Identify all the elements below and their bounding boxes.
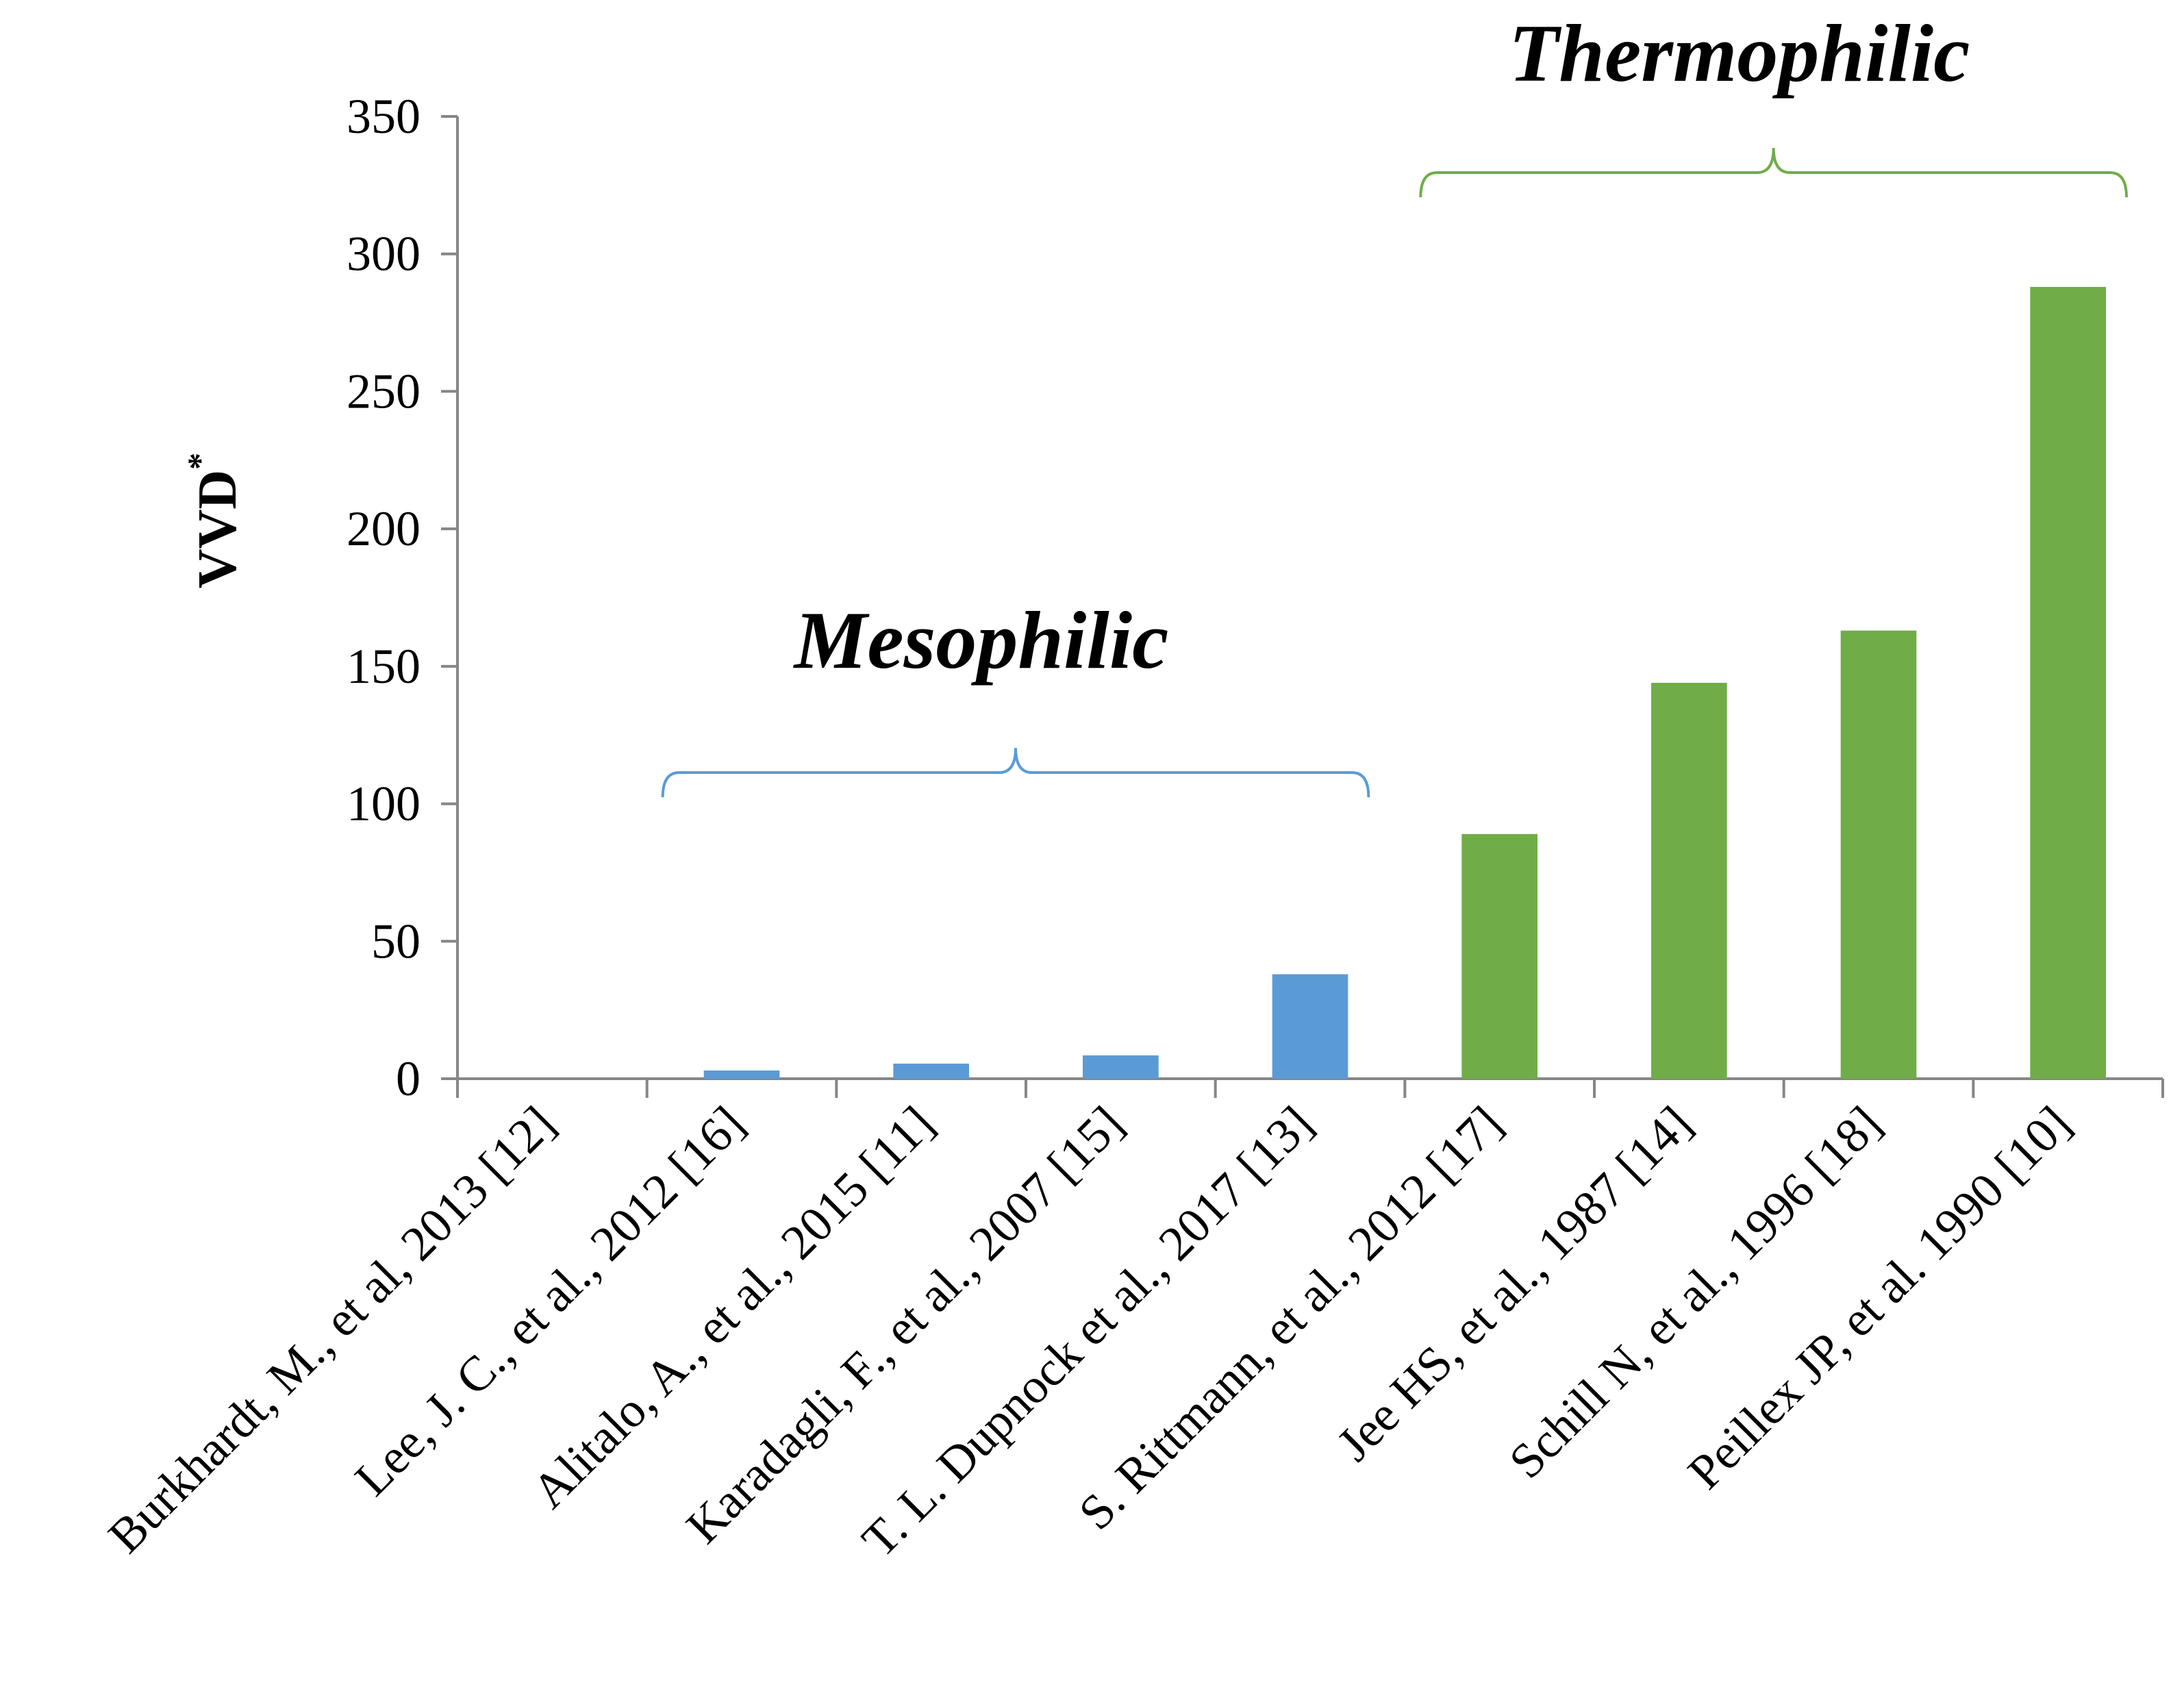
x-category-label: Peillex JP, et al. 1990 [10] xyxy=(1677,1096,2081,1500)
y-axis-label-text: VVD xyxy=(188,470,248,588)
bar xyxy=(1083,1055,1159,1079)
x-category-label: Lee, J. C., et al., 2012 [16] xyxy=(344,1096,755,1506)
bar xyxy=(1840,630,1917,1079)
y-axis-label: VVD* xyxy=(180,453,248,588)
x-category-label: Schill N, et al., 1996 [18] xyxy=(1498,1096,1892,1489)
x-category-label: Alitalo, A., et al., 2015 [11] xyxy=(522,1096,944,1518)
thermophilic-group-brace xyxy=(1419,147,2128,198)
mesophilic-group-label: Mesophilic xyxy=(793,595,1169,686)
y-tick-label: 100 xyxy=(347,777,421,831)
bar xyxy=(893,1063,969,1079)
mesophilic-group-brace xyxy=(661,747,1370,798)
y-axis-label-superscript: * xyxy=(180,453,218,470)
bar xyxy=(1651,682,1727,1079)
x-category-label: Jee HS, et al., 1987 [14] xyxy=(1327,1096,1703,1472)
y-tick-label: 50 xyxy=(371,914,421,968)
y-tick-label: 150 xyxy=(347,639,421,694)
y-tick-label: 300 xyxy=(347,227,421,281)
y-tick-label: 200 xyxy=(347,501,421,556)
thermophilic-group-label: Thermophilic xyxy=(1509,8,1970,99)
bar xyxy=(1461,834,1537,1079)
y-tick-label: 0 xyxy=(396,1051,421,1106)
bar xyxy=(2030,286,2106,1079)
bar xyxy=(1272,974,1348,1079)
bar xyxy=(703,1070,780,1079)
y-tick-label: 350 xyxy=(347,89,421,144)
y-tick-label: 250 xyxy=(347,364,421,418)
